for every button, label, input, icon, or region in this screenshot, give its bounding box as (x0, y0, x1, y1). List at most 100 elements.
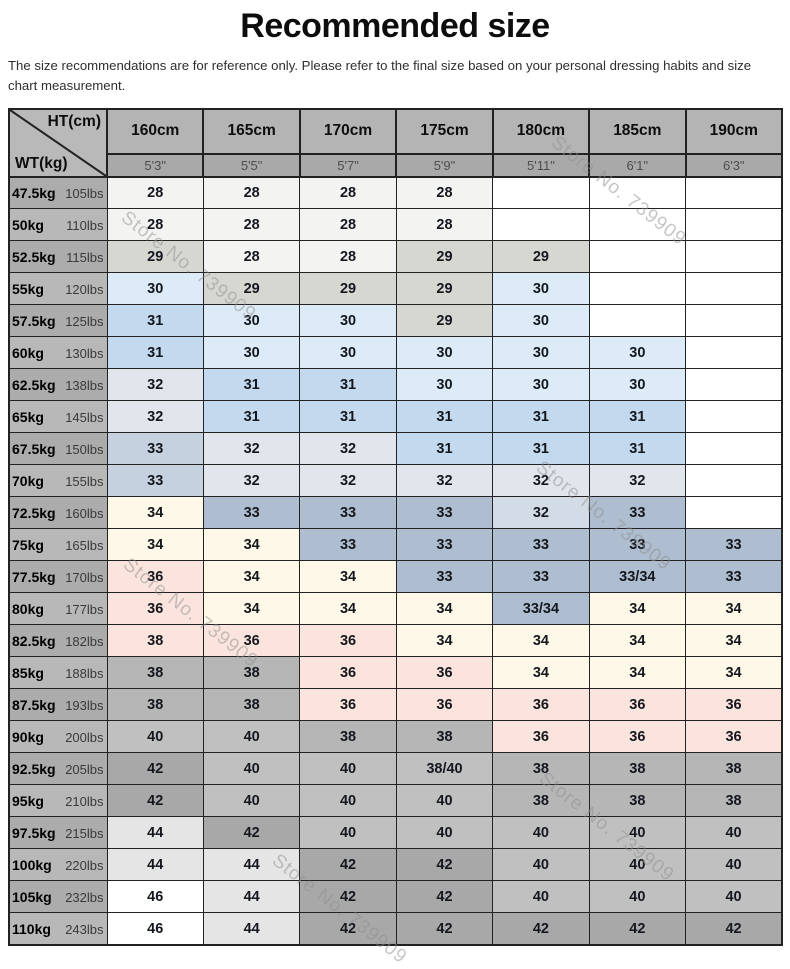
size-cell: 33 (588, 528, 687, 562)
weight-kg: 60kg (12, 344, 44, 361)
size-cell: 32 (588, 464, 687, 498)
size-cell: 36 (202, 624, 301, 658)
size-cell: 30 (492, 368, 590, 402)
size-cell: 40 (588, 816, 687, 850)
size-cell: 34 (202, 592, 301, 626)
empty-cell (685, 496, 783, 530)
size-cell: 38/40 (395, 752, 494, 786)
size-cell: 31 (395, 432, 494, 466)
size-cell: 38 (106, 656, 204, 690)
empty-cell (588, 176, 687, 210)
size-cell: 42 (106, 784, 204, 818)
size-cell: 30 (492, 304, 590, 338)
size-cell: 33 (106, 432, 204, 466)
weight-label: 97.5kg 215lbs (8, 816, 108, 850)
weight-kg: 50kg (12, 216, 44, 233)
size-cell: 36 (492, 688, 590, 722)
size-cell: 29 (299, 272, 397, 306)
weight-row: 57.5kg 125lbs 31 30 30 29 30 (8, 304, 783, 338)
size-cell: 32 (106, 368, 204, 402)
size-cell: 30 (106, 272, 204, 306)
height-col-header: 180cm (491, 107, 591, 155)
size-cell: 32 (492, 464, 590, 498)
size-cell: 40 (492, 816, 590, 850)
weight-lbs: 210lbs (65, 793, 104, 809)
size-cell: 40 (202, 720, 301, 754)
size-cell: 42 (299, 848, 397, 882)
weight-lbs: 215lbs (65, 825, 104, 841)
size-cell: 28 (299, 240, 397, 274)
size-cell: 33 (395, 528, 494, 562)
size-cell: 36 (299, 656, 397, 690)
weight-row: 75kg 165lbs 34 34 33 33 33 33 33 (8, 528, 783, 562)
size-cell: 32 (299, 464, 397, 498)
weight-row: 90kg 200lbs 40 40 38 38 36 36 36 (8, 720, 783, 754)
height-feet-row: 5'3" 5'5" 5'7" 5'9" 5'11" 6'1" 6'3" (9, 152, 784, 178)
size-cell: 33 (395, 560, 494, 594)
size-cell: 36 (588, 688, 687, 722)
weight-kg: 80kg (12, 600, 44, 617)
size-cell: 40 (588, 880, 687, 914)
corner-weight-label: WT(kg) (15, 154, 68, 172)
weight-lbs: 193lbs (65, 697, 104, 713)
size-cell: 42 (588, 912, 687, 946)
weight-row: 67.5kg 150lbs 33 32 32 31 31 31 (8, 432, 783, 466)
weight-row: 65kg 145lbs 32 31 31 31 31 31 (8, 400, 783, 434)
size-cell: 34 (492, 624, 590, 658)
weight-label: 72.5kg 160lbs (8, 496, 108, 530)
size-cell: 36 (685, 720, 783, 754)
height-col-header: 185cm (588, 107, 687, 155)
size-cell: 42 (685, 912, 783, 946)
size-cell: 36 (106, 560, 204, 594)
size-cell: 29 (492, 240, 590, 274)
size-cell: 30 (395, 368, 494, 402)
corner-height-label: HT(cm) (47, 112, 101, 130)
weight-row: 47.5kg 105lbs 28 28 28 28 (8, 176, 783, 210)
weight-label: 77.5kg 170lbs (8, 560, 108, 594)
size-cell: 40 (202, 784, 301, 818)
size-table: HT(cm) WT(kg) 160cm 165cm 170cm 175cm 180cm 1… (8, 107, 784, 946)
size-cell: 31 (202, 368, 301, 402)
weight-label: 105kg 232lbs (8, 880, 108, 914)
weight-lbs: 188lbs (65, 665, 104, 681)
size-cell: 30 (492, 336, 590, 370)
weight-label: 65kg 145lbs (8, 400, 108, 434)
empty-cell (685, 336, 783, 370)
weight-row: 100kg 220lbs 44 44 42 42 40 40 40 (8, 848, 783, 882)
weight-lbs: 115lbs (66, 249, 104, 265)
weight-lbs: 243lbs (65, 921, 104, 937)
size-cell: 38 (202, 688, 301, 722)
size-cell: 42 (395, 848, 494, 882)
size-cell: 28 (299, 208, 397, 242)
size-cell: 29 (106, 240, 204, 274)
weight-label: 47.5kg 105lbs (8, 176, 108, 210)
weight-row: 85kg 188lbs 38 38 36 36 34 34 34 (8, 656, 783, 690)
weight-label: 95kg 210lbs (8, 784, 108, 818)
weight-row: 60kg 130lbs 31 30 30 30 30 30 (8, 336, 783, 370)
size-cell: 30 (299, 336, 397, 370)
size-cell: 34 (395, 592, 494, 626)
size-chart-page: Recommended size The size recommendation… (8, 7, 784, 968)
height-feet-cell: 5'11" (491, 152, 591, 178)
size-cell: 30 (588, 368, 687, 402)
size-cell: 40 (685, 848, 783, 882)
weight-label: 82.5kg 182lbs (8, 624, 108, 658)
size-cell: 34 (395, 624, 494, 658)
weight-lbs: 130lbs (65, 345, 104, 361)
weight-kg: 105kg (12, 888, 52, 905)
size-cell: 33 (299, 528, 397, 562)
empty-cell (685, 208, 783, 242)
size-cell: 38 (106, 688, 204, 722)
weight-row: 55kg 120lbs 30 29 29 29 30 (8, 272, 783, 306)
weight-label: 80kg 177lbs (8, 592, 108, 626)
size-cell: 33 (685, 528, 783, 562)
size-cell: 42 (202, 816, 301, 850)
weight-row: 52.5kg 115lbs 29 28 28 29 29 (8, 240, 783, 274)
weight-kg: 87.5kg (12, 696, 56, 713)
size-cell: 28 (202, 176, 301, 210)
weight-row: 77.5kg 170lbs 36 34 34 33 33 33/34 33 (8, 560, 783, 594)
weight-kg: 97.5kg (12, 824, 56, 841)
size-cell: 31 (588, 432, 687, 466)
size-cell: 28 (106, 176, 204, 210)
size-cell: 38 (202, 656, 301, 690)
